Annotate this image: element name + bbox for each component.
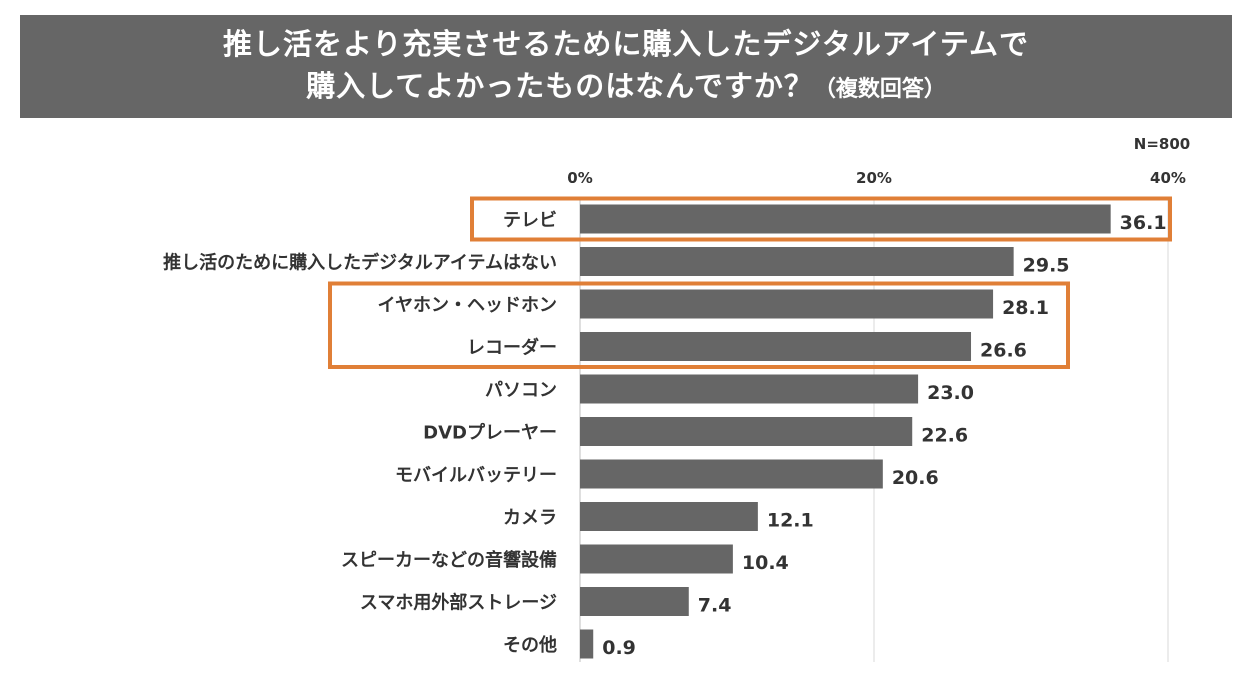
value-label: 7.4	[698, 595, 732, 617]
category-label: パソコン	[485, 380, 557, 401]
value-label: 20.6	[892, 467, 939, 489]
bar	[580, 502, 758, 531]
value-label: 26.6	[980, 340, 1027, 362]
value-label: 28.1	[1002, 297, 1049, 319]
x-tick-label: 20%	[856, 169, 892, 187]
category-label: スマホ用外部ストレージ	[360, 592, 557, 614]
bar	[580, 587, 689, 616]
category-label: テレビ	[503, 210, 557, 231]
value-label: 22.6	[921, 425, 968, 447]
value-label: 10.4	[742, 552, 789, 574]
bar	[580, 544, 733, 574]
title-banner: 推し活をより充実させるために購入したデジタルアイテムで 購入してよかったものはな…	[20, 15, 1232, 118]
chart-title-sub: （複数回答）	[813, 76, 946, 102]
value-label: 36.1	[1120, 212, 1167, 234]
bar	[580, 459, 883, 489]
bar	[580, 204, 1111, 234]
chart-title-line1: 推し活をより充実させるために購入したデジタルアイテムで	[223, 26, 1029, 61]
chart-title-main: 購入してよかったものはなんですか？	[306, 68, 814, 103]
category-label: その他	[503, 634, 557, 656]
value-label: 0.9	[602, 637, 636, 659]
bar	[580, 332, 972, 361]
x-tick-label: 40%	[1150, 169, 1186, 187]
sample-size-note: N=800	[1134, 135, 1190, 153]
value-label: 23.0	[927, 382, 974, 404]
bar	[580, 417, 913, 446]
category-label: 推し活のために購入したデジタルアイテムはない	[163, 252, 557, 274]
category-label: イヤホン・ヘッドホン	[378, 295, 557, 316]
bar	[580, 629, 594, 659]
highlight-box	[328, 281, 1070, 369]
x-tick-label: 0%	[567, 169, 592, 187]
bar	[580, 374, 919, 404]
bar	[580, 247, 1014, 276]
value-label: 12.1	[767, 510, 814, 532]
category-label: カメラ	[503, 508, 557, 529]
value-label: 29.5	[1023, 255, 1070, 277]
highlight-box	[470, 196, 1172, 242]
category-label: レコーダー	[467, 337, 557, 359]
category-label: スピーカーなどの音響設備	[341, 549, 557, 571]
category-label: モバイルバッテリー	[395, 465, 557, 486]
chart-title-line2: 購入してよかったものはなんですか？（複数回答）	[306, 65, 946, 111]
category-label: DVDプレーヤー	[423, 422, 557, 444]
bar	[580, 289, 994, 319]
